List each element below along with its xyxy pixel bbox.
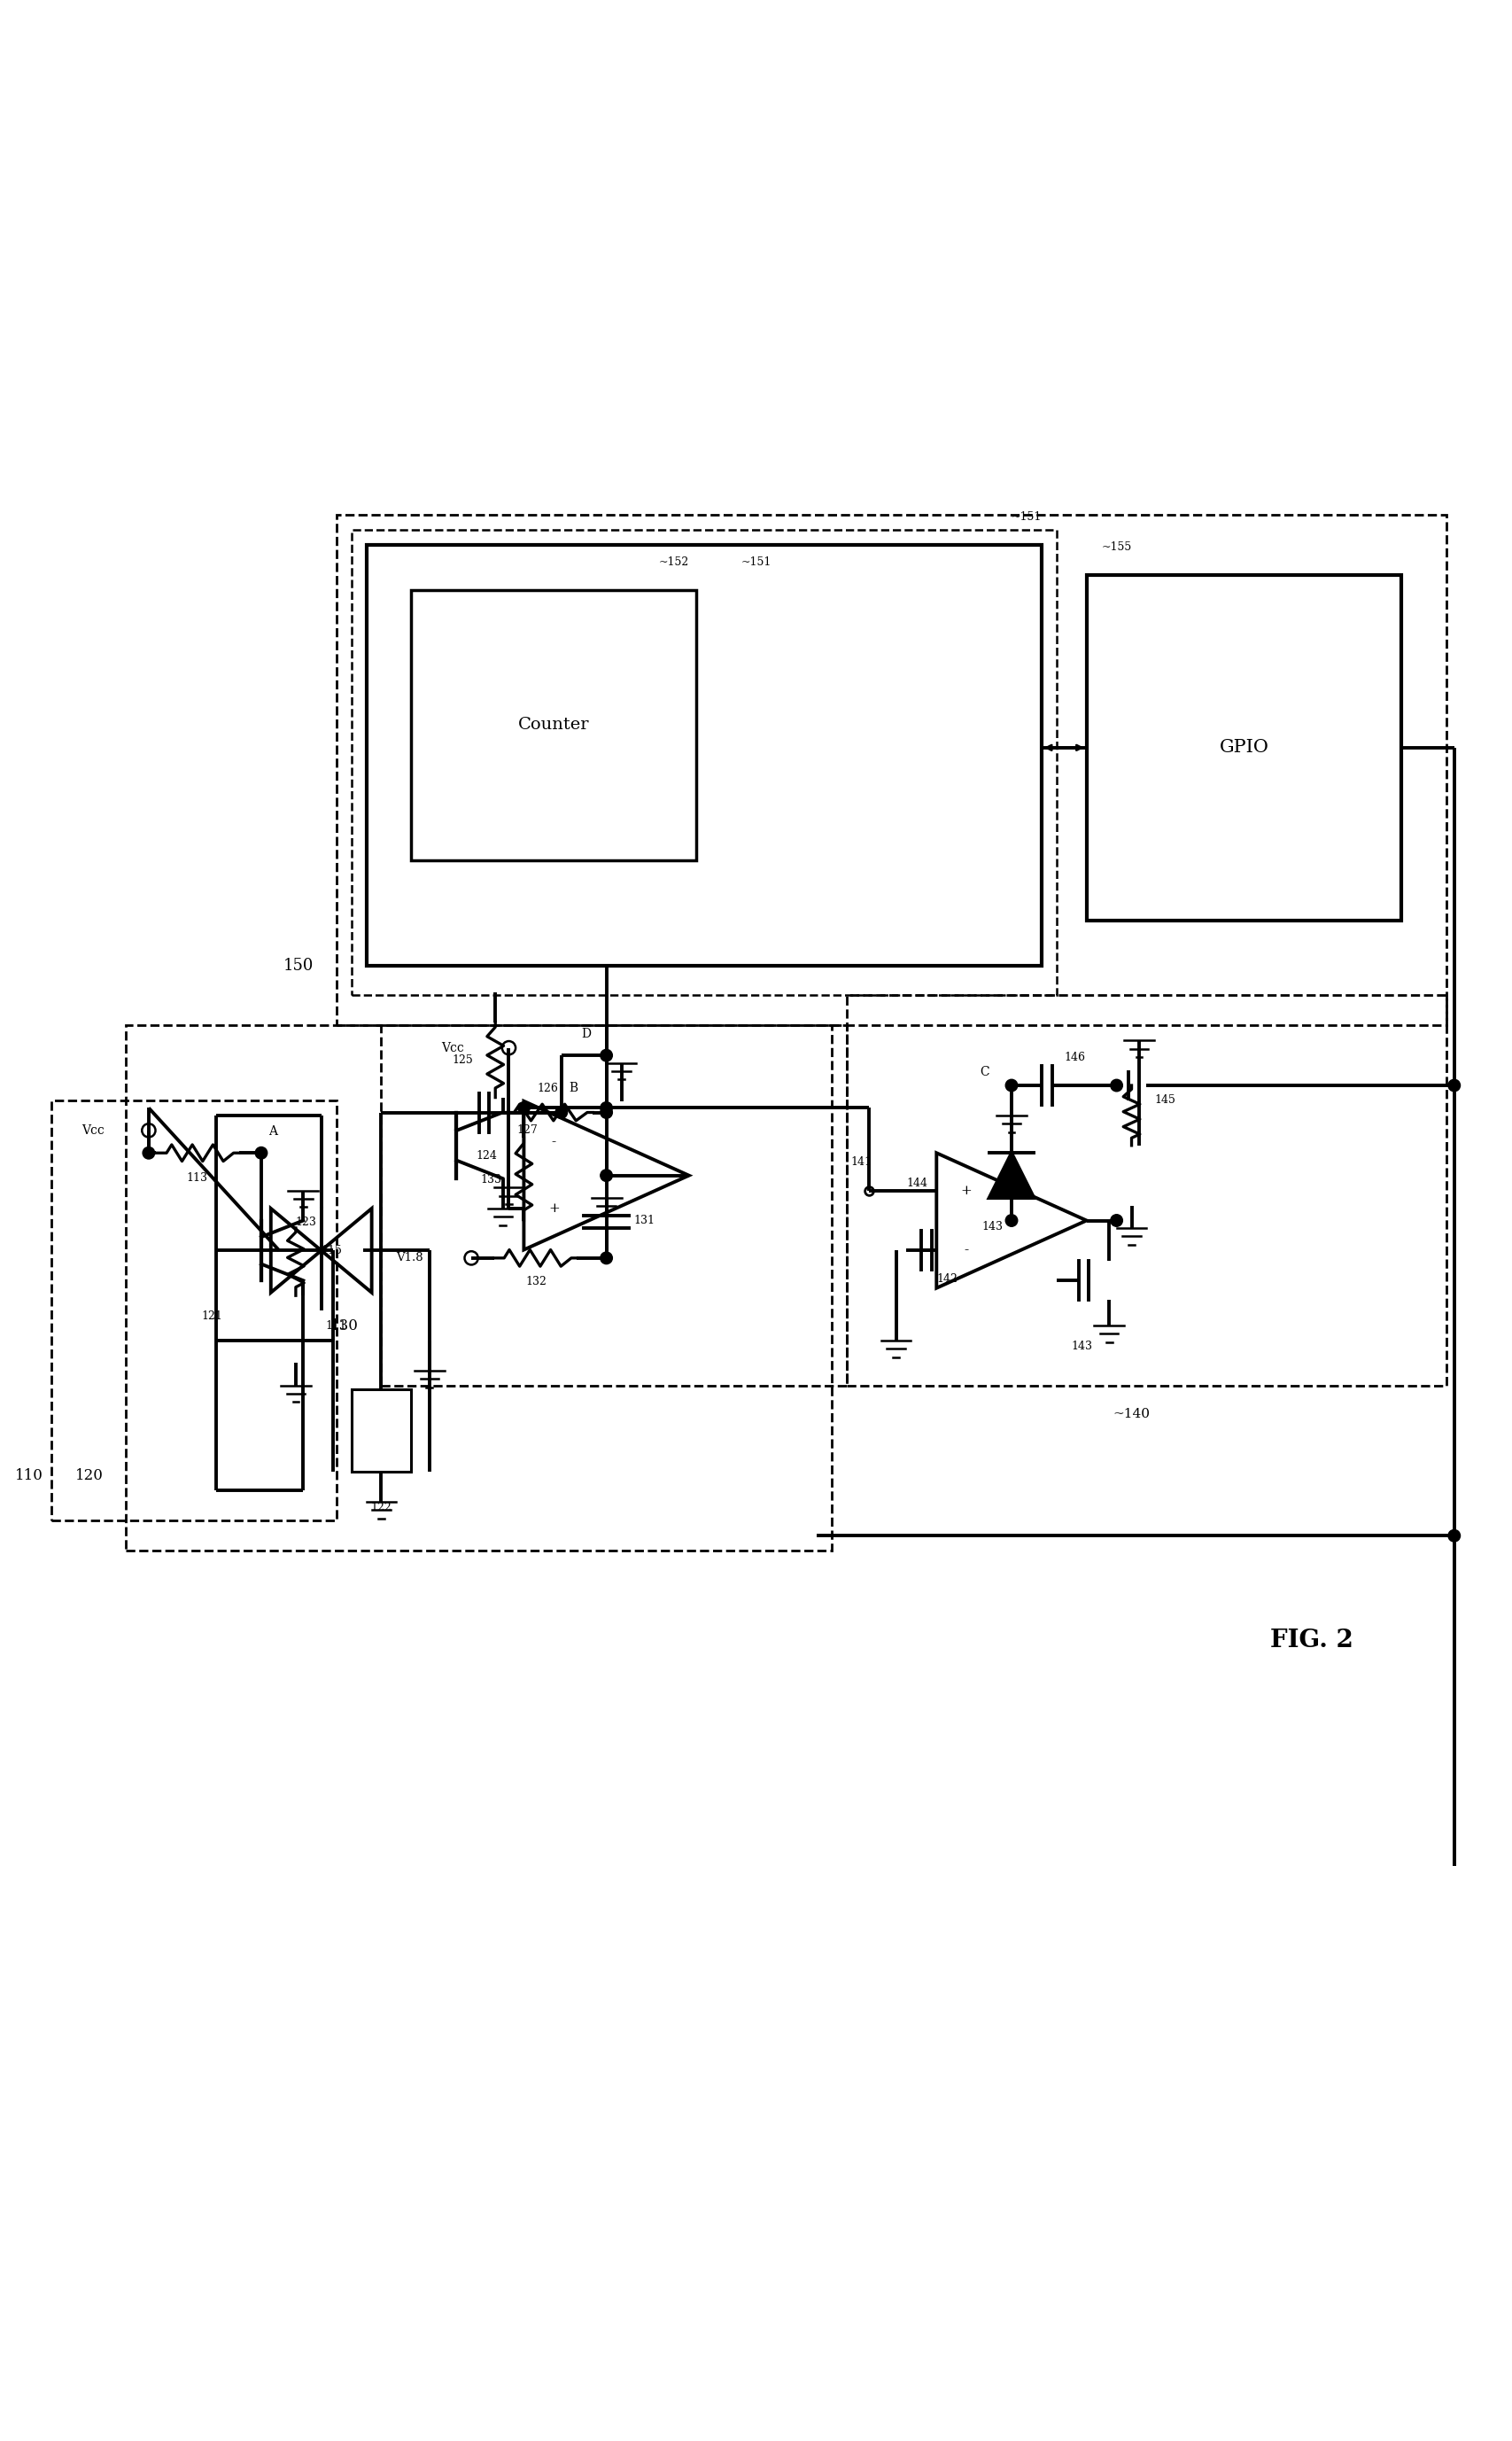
Bar [847, 996, 1445, 1386]
Text: A: A [269, 1125, 277, 1138]
Circle shape [1005, 1079, 1018, 1091]
Text: D: D [581, 1028, 591, 1040]
Circle shape [600, 1050, 612, 1062]
Text: 111: 111 [325, 1321, 346, 1330]
Text: B: B [569, 1081, 578, 1094]
Text: 131: 131 [634, 1216, 655, 1225]
Circle shape [600, 1101, 612, 1113]
Text: 113: 113 [186, 1172, 207, 1184]
Text: 143: 143 [1070, 1340, 1092, 1352]
Circle shape [1447, 1531, 1459, 1543]
Circle shape [1005, 1216, 1018, 1225]
Text: 130: 130 [330, 1318, 358, 1333]
Circle shape [555, 1106, 567, 1118]
Text: -: - [552, 1135, 556, 1150]
Text: ~152: ~152 [658, 557, 688, 569]
Text: 143: 143 [981, 1220, 1002, 1233]
Bar [51, 1101, 336, 1521]
Text: FIG. 2: FIG. 2 [1270, 1628, 1352, 1653]
Text: 150: 150 [283, 957, 313, 974]
Text: Vcc: Vcc [82, 1125, 104, 1138]
Text: +: + [547, 1203, 559, 1216]
Text: 132: 132 [525, 1277, 546, 1286]
Text: +: + [960, 1184, 972, 1196]
Circle shape [1110, 1216, 1122, 1225]
Text: 124: 124 [475, 1150, 496, 1162]
Circle shape [1110, 1079, 1122, 1091]
Text: 133: 133 [479, 1174, 500, 1186]
Text: V1.8: V1.8 [396, 1252, 423, 1264]
Bar [381, 1025, 847, 1386]
Text: 122: 122 [370, 1501, 392, 1513]
Circle shape [517, 1101, 529, 1113]
Text: 123: 123 [295, 1216, 316, 1228]
Text: 144: 144 [906, 1177, 927, 1189]
Text: ~151: ~151 [1010, 510, 1040, 522]
Text: 126: 126 [537, 1084, 558, 1094]
Text: 121: 121 [201, 1311, 222, 1323]
Text: 142: 142 [936, 1274, 957, 1284]
Text: 141: 141 [850, 1157, 871, 1167]
Bar [366, 544, 1040, 964]
Circle shape [600, 1252, 612, 1264]
Bar [351, 1389, 411, 1472]
Text: 146: 146 [1063, 1052, 1084, 1062]
Bar [1086, 576, 1402, 920]
Text: 110: 110 [15, 1467, 44, 1484]
Text: ~151: ~151 [741, 557, 771, 569]
Circle shape [256, 1147, 268, 1159]
Text: ~155: ~155 [1101, 542, 1131, 552]
Bar [351, 530, 1055, 996]
Circle shape [1447, 1079, 1459, 1091]
Circle shape [600, 1106, 612, 1118]
Text: 120: 120 [76, 1467, 104, 1484]
Bar [336, 515, 1445, 1025]
Text: 127: 127 [516, 1125, 537, 1135]
Bar [125, 1025, 832, 1550]
Text: -: - [963, 1245, 968, 1257]
Circle shape [600, 1169, 612, 1181]
Text: GPIО: GPIО [1219, 740, 1269, 757]
Text: 145: 145 [1154, 1094, 1175, 1106]
Text: 115: 115 [321, 1245, 342, 1257]
Text: 125: 125 [452, 1055, 473, 1067]
Polygon shape [989, 1152, 1033, 1199]
Text: C: C [980, 1067, 989, 1079]
Text: ~140: ~140 [1113, 1408, 1149, 1421]
Bar [411, 591, 696, 859]
Circle shape [142, 1147, 154, 1159]
Text: Counter: Counter [519, 718, 590, 732]
Text: Vcc: Vcc [442, 1042, 464, 1055]
